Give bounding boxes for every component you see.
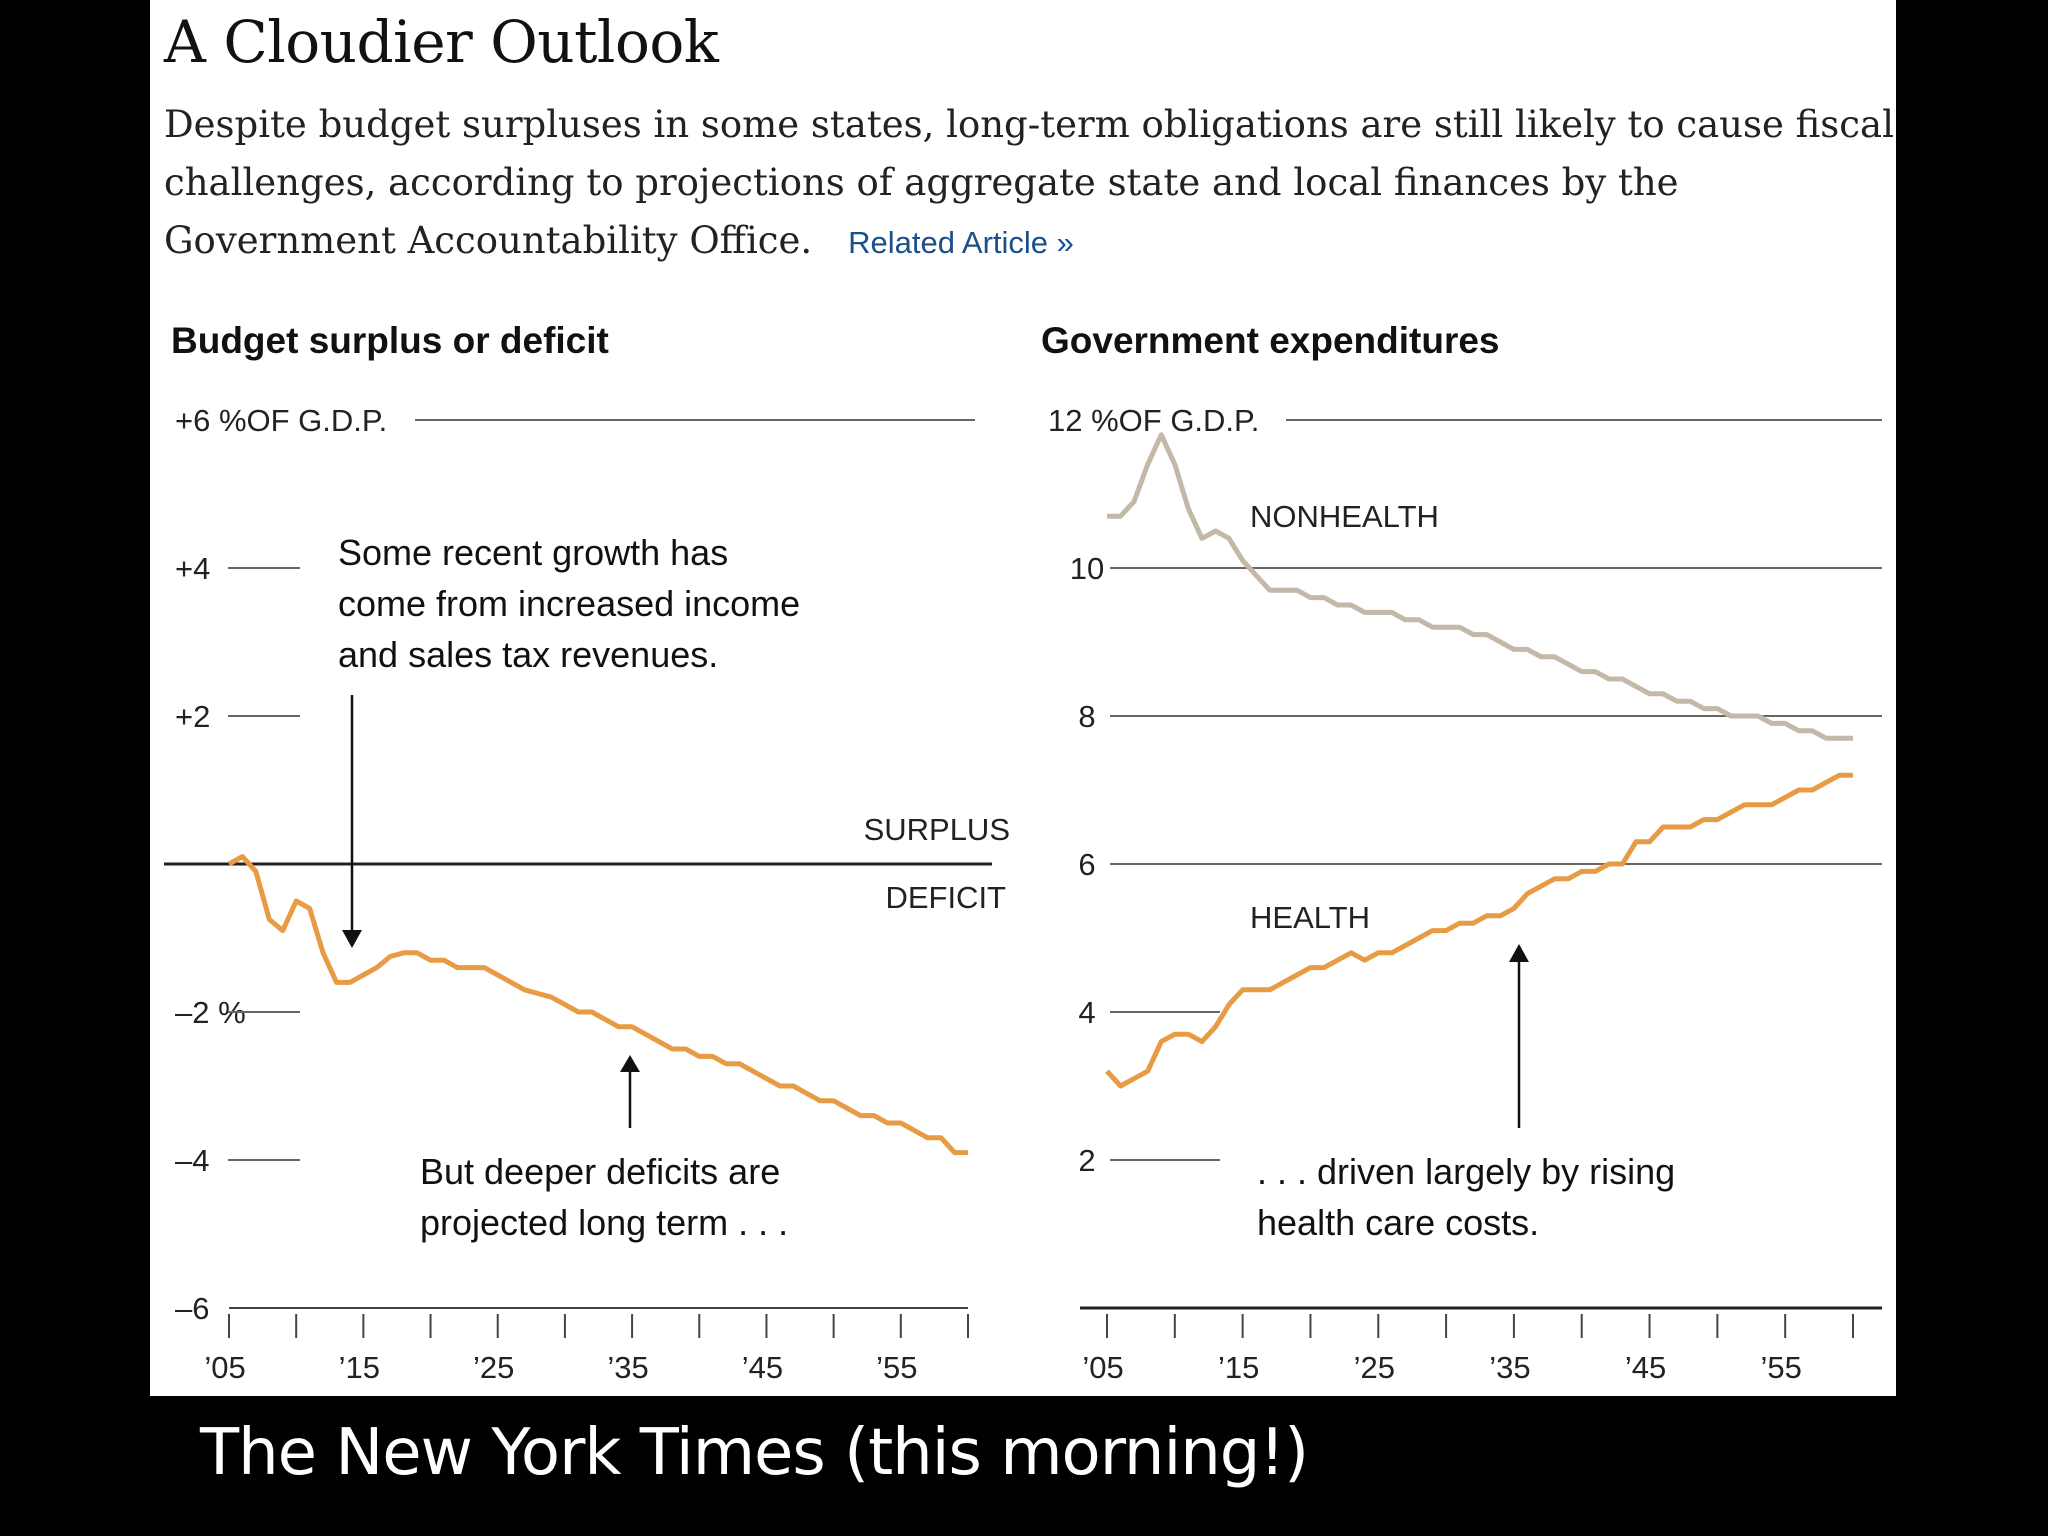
left-x-tick-label: ’25: [473, 1350, 514, 1385]
right-y-tick-label: 6: [1078, 847, 1095, 882]
right-y-tick-label: 2: [1078, 1143, 1095, 1178]
nonhealth-line: [1107, 432, 1853, 741]
deficit-label: DEFICIT: [885, 880, 1006, 915]
annotation-text-deeper-deficits: But deeper deficits are: [420, 1151, 780, 1192]
right-x-tick-label: ’35: [1489, 1350, 1530, 1385]
right-y-tick-label: 4: [1078, 995, 1095, 1030]
annotation-text-health-costs: . . . driven largely by rising: [1257, 1151, 1675, 1192]
right-x-tick-label: ’45: [1625, 1350, 1666, 1385]
right-x-tick-label: ’05: [1082, 1350, 1123, 1385]
charts-svg: Budget surplus or deficit +6 %OF G.D.P. +4…: [164, 320, 1882, 1385]
headline: A Cloudier Outlook: [164, 8, 719, 76]
nonhealth-series-label: NONHEALTH: [1250, 499, 1439, 534]
right-y-tick-label: 12 %OF G.D.P.: [1048, 403, 1259, 438]
annotation-arrowhead: [342, 930, 362, 948]
graphic-panel: A Cloudier Outlook Despite budget surplu…: [150, 0, 1896, 1396]
slide-caption: The New York Times (this morning!): [200, 1416, 1309, 1490]
annotation-text-recent-growth: come from increased income: [338, 583, 800, 624]
left-chart-title: Budget surplus or deficit: [171, 320, 609, 361]
deck-body: Despite budget surpluses in some states,…: [164, 103, 1894, 262]
right-x-tick-label: ’15: [1218, 1350, 1259, 1385]
annotation-text-recent-growth: and sales tax revenues.: [338, 634, 718, 675]
left-x-tick-label: ’35: [607, 1350, 648, 1385]
right-y-tick-label: 8: [1078, 699, 1095, 734]
budget-balance-line: [227, 854, 968, 1156]
deck-text: Despite budget surpluses in some states,…: [164, 96, 1904, 272]
health-line: [1105, 772, 1853, 1089]
annotation-text-health-costs: health care costs.: [1257, 1202, 1539, 1243]
right-y-tick-label: 10: [1070, 551, 1104, 586]
annotation-text-deeper-deficits: projected long term . . .: [420, 1202, 788, 1243]
annotation-text-recent-growth: Some recent growth has: [338, 532, 728, 573]
left-x-tick-label: ’55: [876, 1350, 917, 1385]
right-x-tick-label: ’55: [1760, 1350, 1801, 1385]
health-series-label: HEALTH: [1250, 900, 1370, 935]
left-x-tick-label: ’05: [204, 1350, 245, 1385]
left-y-tick-label: +4: [175, 551, 210, 586]
left-x-tick-label: ’45: [742, 1350, 783, 1385]
related-article-link[interactable]: Related Article »: [848, 225, 1074, 260]
left-x-tick-label: ’15: [339, 1350, 380, 1385]
left-y-tick-label: –4: [175, 1143, 209, 1178]
left-y-tick-label: +2: [175, 699, 210, 734]
annotation-arrowhead: [1509, 944, 1529, 962]
surplus-label: SURPLUS: [864, 812, 1010, 847]
left-y-tick-label: –6: [175, 1291, 209, 1326]
annotation-arrowhead: [620, 1055, 640, 1072]
right-x-tick-label: ’25: [1354, 1350, 1395, 1385]
left-y-tick-label: +6 %OF G.D.P.: [175, 403, 387, 438]
right-chart-title: Government expenditures: [1041, 320, 1500, 361]
